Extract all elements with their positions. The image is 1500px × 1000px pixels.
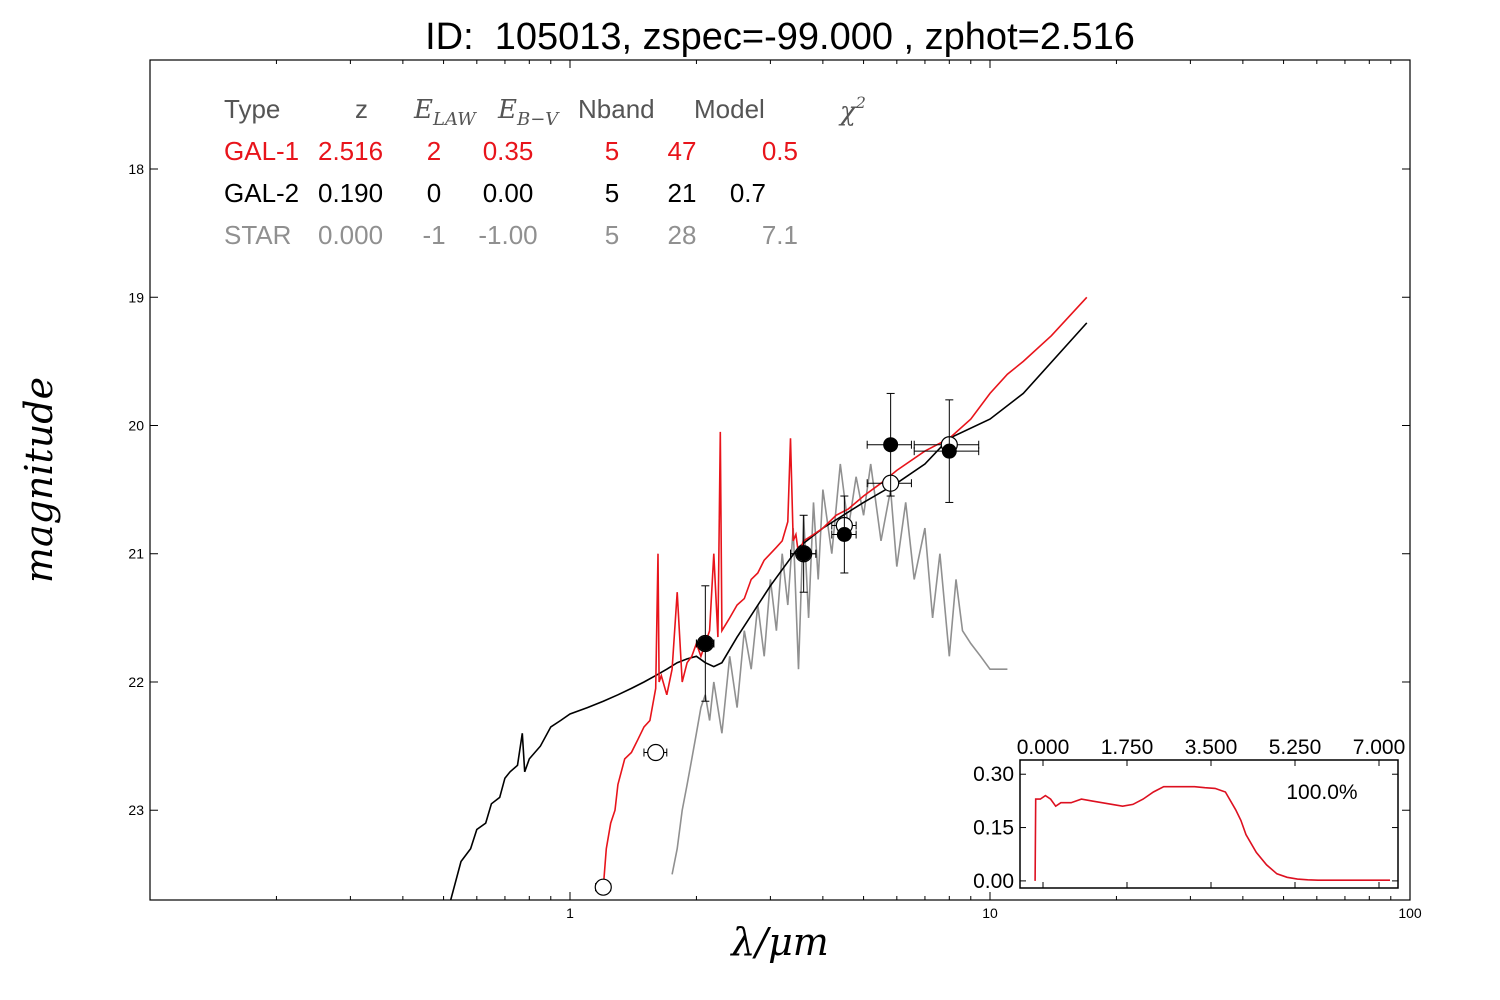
y-axis-title: magnitude: [17, 377, 61, 583]
table-cell-gal-1-elaw: 2: [427, 136, 441, 166]
x-tick-label: 100: [1398, 905, 1422, 921]
table-cell-star-chi2: 7.1: [762, 220, 798, 250]
table-cell-gal-2-nband: 5: [605, 178, 619, 208]
table-cell-star-model: 28: [668, 220, 697, 250]
inset-x-tick-label: 3.500: [1185, 736, 1238, 759]
inset-annotation: 100.0%: [1286, 781, 1357, 804]
inset-x-tick-label: 7.000: [1353, 736, 1406, 759]
observed-point-marker: [697, 636, 713, 652]
x-tick-label: 1: [566, 905, 574, 921]
plot-title: ID: 105013, zspec=-99.000 , zphot=2.516: [425, 16, 1135, 58]
table-cell-star-name: STAR: [224, 220, 291, 250]
y-tick-label: 21: [128, 546, 144, 562]
table-cell-gal-1-ebv: 0.35: [483, 136, 534, 166]
table-cell-gal-1-name: GAL-1: [224, 136, 299, 166]
inset-pdz-line: [1034, 785, 1390, 882]
inset-plot-area: [1034, 785, 1390, 882]
sed-line-star: [671, 463, 1008, 875]
inset-x-tick-label: 1.750: [1101, 736, 1154, 759]
table-cell-gal-1-chi2: 0.5: [762, 136, 798, 166]
observed-point-marker: [836, 527, 852, 543]
table-cell-gal-2-chi2: 0.7: [730, 178, 766, 208]
table-cell-gal-1-model: 47: [668, 136, 697, 166]
table-header-nband: Nband: [578, 94, 655, 124]
table-header-elaw: ELAW: [413, 95, 477, 130]
table-cell-gal-2-z: 0.190: [318, 178, 383, 208]
table-cell-gal-2-name: GAL-2: [224, 178, 299, 208]
inset-y-tick-label: 0.30: [973, 763, 1014, 786]
table-cell-star-ebv: -1.00: [478, 220, 537, 250]
sed-line-gal-2: [449, 322, 1088, 900]
table-header-model: Model: [694, 94, 765, 124]
table-cell-gal-2-model: 21: [668, 178, 697, 208]
main-axes-frame: [149, 59, 1411, 901]
y-tick-label: 19: [128, 289, 144, 305]
inset-x-tick-label: 5.250: [1269, 736, 1322, 759]
observed-point-marker: [941, 443, 957, 459]
model-point-marker: [594, 878, 612, 896]
table-cell-gal-2-elaw: 0: [427, 178, 441, 208]
table-header-chi2: χ2: [838, 93, 866, 127]
y-tick-label: 20: [128, 417, 144, 433]
fit-table: Type z ELAW EB−V Nband Model χ2: [224, 93, 866, 130]
observed-point-marker: [883, 437, 899, 453]
table-rows: GAL-1 2.516 2 0.35 5 47 0.5 GAL-2 0.190 0 0.00 5 21 0…: [224, 136, 798, 250]
inset-y-tick-label: 0.15: [973, 817, 1014, 840]
table-header-ebv: EB−V: [497, 95, 560, 130]
table-cell-star-nband: 5: [605, 220, 619, 250]
table-cell-gal-1-z: 2.516: [318, 136, 383, 166]
model-point-marker: [647, 743, 665, 762]
inset-x-tick-label: 0.000: [1017, 736, 1070, 759]
x-axis-title: λ/μm: [729, 920, 829, 964]
x-tick-label: 10: [982, 905, 998, 921]
inset-ticks: 0.000 1.750 3.500 5.250 7.000 0.00 0.15 0.30: [973, 736, 1405, 893]
table-header-type: Type: [224, 94, 280, 124]
table-header-z: z: [355, 94, 368, 124]
table-cell-gal-2-ebv: 0.00: [483, 178, 534, 208]
y-tick-label: 22: [128, 674, 144, 690]
table-cell-gal-1-nband: 5: [605, 136, 619, 166]
inset-y-tick-label: 0.00: [973, 870, 1014, 893]
observed-point-marker: [796, 546, 812, 562]
main-plot-area: [449, 296, 1088, 900]
y-tick-label: 18: [128, 161, 144, 177]
table-cell-star-z: 0.000: [318, 220, 383, 250]
y-tick-label: 23: [128, 802, 144, 818]
sed-line-gal-1: [602, 296, 1088, 888]
table-cell-star-elaw: -1: [422, 220, 445, 250]
inset-frame: [1019, 759, 1399, 889]
